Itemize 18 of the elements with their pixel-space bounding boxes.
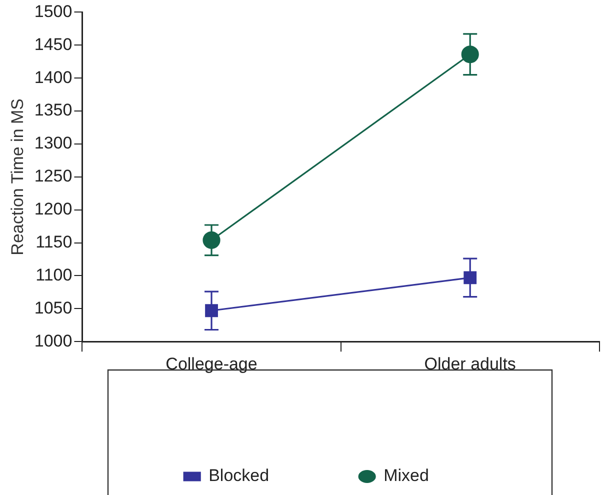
y-tick-label: 1500 (34, 2, 72, 21)
y-tick-label: 1100 (36, 265, 72, 284)
y-tick-label: 1250 (34, 166, 72, 186)
y-tick-label: 1200 (34, 200, 72, 219)
y-tick-label: 1350 (34, 100, 72, 120)
y-axis-title: Reaction Time in MS (8, 98, 27, 256)
y-tick-label: 1150 (36, 232, 72, 252)
point (461, 46, 479, 64)
legend-label: Blocked (208, 466, 270, 486)
y-tick-label: 1450 (34, 34, 72, 54)
legend-label: Mixed (384, 466, 429, 486)
y-tick-label: 1050 (34, 298, 72, 318)
x-tick-label: Older adults (424, 354, 516, 374)
y-tick-label: 1000 (34, 331, 72, 350)
y-tick-label: 1400 (34, 68, 72, 87)
point (464, 271, 477, 284)
y-tick-label: 1300 (34, 134, 72, 153)
x-tick-label: College-age (166, 354, 258, 374)
